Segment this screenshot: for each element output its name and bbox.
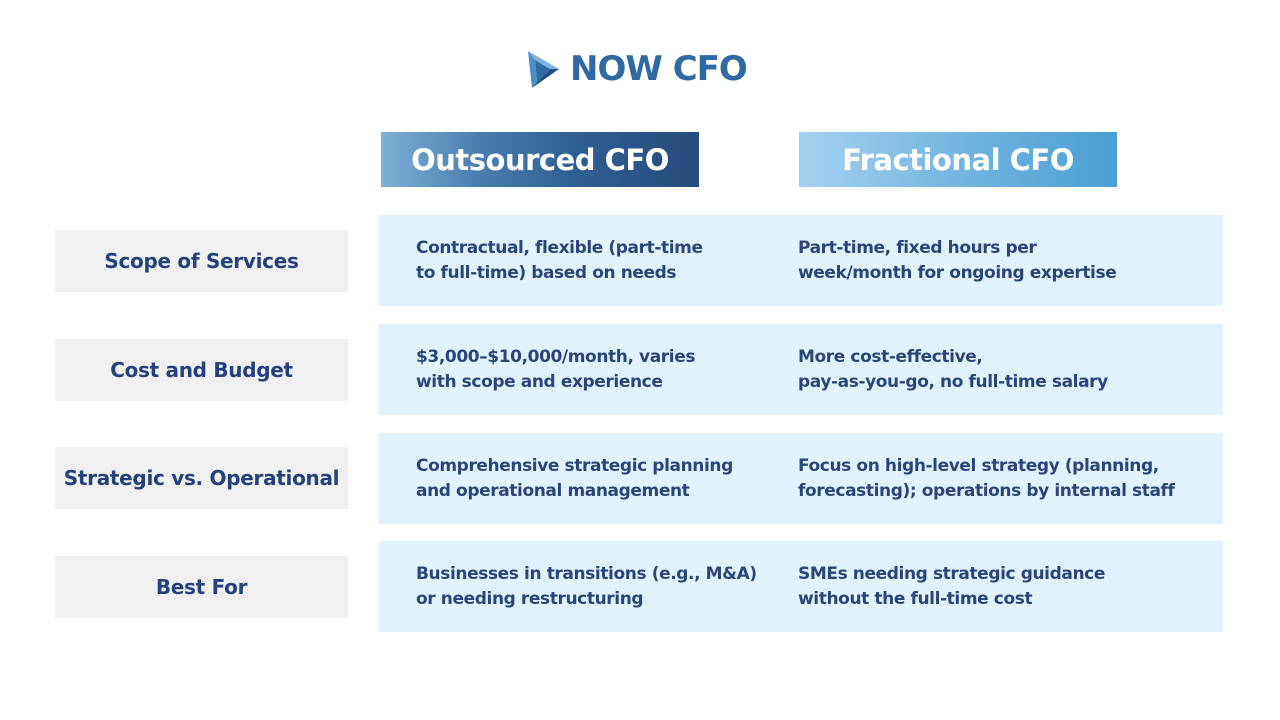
row-panel-strategic-vs-operational: Comprehensive strategic planning and ope… (379, 433, 1223, 524)
row-label-best-for: Best For (55, 556, 348, 618)
fractional-cell: Focus on high-level strategy (planning, … (798, 455, 1175, 501)
fractional-cfo-header: Fractional CFO (799, 132, 1117, 187)
outsourced-cell: Contractual, flexible (part-time to full… (416, 237, 703, 283)
row-panel-cost-and-budget: $3,000–$10,000/month, varies with scope … (379, 324, 1223, 415)
fractional-cell: Part-time, fixed hours per week/month fo… (798, 237, 1117, 283)
fractional-cell: SMEs needing strategic guidance without … (798, 563, 1105, 609)
row-label-cost-and-budget: Cost and Budget (55, 339, 348, 401)
outsourced-cell: Comprehensive strategic planning and ope… (416, 455, 733, 501)
outsourced-cell: Businesses in transitions (e.g., M&A) or… (416, 563, 757, 609)
fractional-cell: More cost-effective, pay-as-you-go, no f… (798, 346, 1108, 392)
outsourced-cell: $3,000–$10,000/month, varies with scope … (416, 346, 696, 392)
row-panel-scope-of-services: Contractual, flexible (part-time to full… (379, 215, 1223, 306)
brand-name: NOW CFO (570, 49, 748, 89)
outsourced-cfo-header: Outsourced CFO (381, 132, 699, 187)
now-cfo-logo: NOW CFO (526, 48, 748, 90)
row-panel-best-for: Businesses in transitions (e.g., M&A) or… (379, 541, 1223, 632)
now-cfo-logo-icon (528, 51, 559, 88)
row-label-strategic-vs-operational: Strategic vs. Operational (55, 447, 348, 509)
row-label-scope-of-services: Scope of Services (55, 230, 348, 292)
